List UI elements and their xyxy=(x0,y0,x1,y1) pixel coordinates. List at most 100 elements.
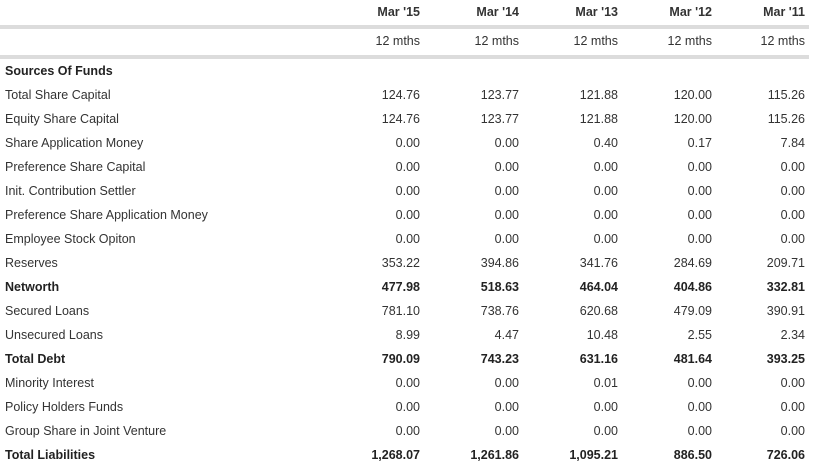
row-value-2: 341.76 xyxy=(579,256,618,270)
row-value-3: 886.50 xyxy=(673,448,712,462)
row-value-0: 0.00 xyxy=(395,376,420,390)
row-value-0: 781.10 xyxy=(381,304,420,318)
row-value-1: 738.76 xyxy=(480,304,519,318)
row-label: Total Debt xyxy=(5,352,66,366)
table-row: Share Application Money 0.00 0.00 0.40 0.17 7… xyxy=(0,131,815,155)
row-value-3: 0.00 xyxy=(687,160,712,174)
table-row: Group Share in Joint Venture 0.00 0.00 0.00… xyxy=(0,419,815,443)
row-value-3: 479.09 xyxy=(673,304,712,318)
row-label: Total Liabilities xyxy=(5,448,96,462)
row-value-4: 0.00 xyxy=(780,376,805,390)
column-header-4: Mar '11 xyxy=(763,5,805,19)
row-value-3: 120.00 xyxy=(673,88,712,102)
row-label: Init. Contribution Settler xyxy=(5,184,136,198)
row-value-4: 393.25 xyxy=(766,352,805,366)
row-value-2: 631.16 xyxy=(579,352,618,366)
row-label: Preference Share Capital xyxy=(5,160,146,174)
table-row: Equity Share Capital 124.76 123.77 121.88 12… xyxy=(0,107,815,131)
row-value-4: 115.26 xyxy=(767,88,805,102)
row-value-0: 0.00 xyxy=(395,136,420,150)
row-value-2: 121.88 xyxy=(579,88,618,102)
row-value-2: 464.04 xyxy=(579,280,618,294)
row-value-3: 0.00 xyxy=(687,400,712,414)
period-label-3: 12 mths xyxy=(667,34,712,48)
row-value-0: 124.76 xyxy=(381,112,420,126)
row-value-1: 0.00 xyxy=(494,400,519,414)
table-row: Minority Interest 0.00 0.00 0.01 0.00 0.00 xyxy=(0,371,815,395)
row-value-2: 121.88 xyxy=(579,112,618,126)
row-value-3: 120.00 xyxy=(673,112,712,126)
row-value-0: 0.00 xyxy=(395,184,420,198)
row-value-3: 0.17 xyxy=(687,136,712,150)
row-value-3: 404.86 xyxy=(673,280,712,294)
row-label: Policy Holders Funds xyxy=(5,400,124,414)
row-label: Equity Share Capital xyxy=(5,112,119,126)
row-value-3: 0.00 xyxy=(687,376,712,390)
row-value-1: 0.00 xyxy=(494,424,519,438)
row-value-4: 726.06 xyxy=(766,448,805,462)
table-row: Init. Contribution Settler 0.00 0.00 0.00 0.… xyxy=(0,179,815,203)
row-label: Total Share Capital xyxy=(5,88,111,102)
row-value-0: 8.99 xyxy=(395,328,420,342)
table-row: Policy Holders Funds 0.00 0.00 0.00 0.00 0.00 xyxy=(0,395,815,419)
row-label: Preference Share Application Money xyxy=(5,208,208,222)
row-value-1: 123.77 xyxy=(480,88,519,102)
row-value-1: 0.00 xyxy=(494,208,519,222)
row-value-3: 0.00 xyxy=(687,208,712,222)
row-value-0: 124.76 xyxy=(381,88,420,102)
row-value-1: 394.86 xyxy=(480,256,519,270)
row-value-0: 0.00 xyxy=(395,400,420,414)
row-value-4: 0.00 xyxy=(780,424,805,438)
row-value-1: 1,261.86 xyxy=(470,448,519,462)
column-header-2: Mar '13 xyxy=(575,5,618,19)
column-header-1: Mar '14 xyxy=(476,5,519,19)
table-row: Total Share Capital 124.76 123.77 121.88 120… xyxy=(0,83,815,107)
row-value-2: 620.68 xyxy=(579,304,618,318)
row-value-1: 0.00 xyxy=(494,184,519,198)
row-value-1: 0.00 xyxy=(494,136,519,150)
row-value-3: 2.55 xyxy=(687,328,712,342)
row-value-4: 0.00 xyxy=(780,184,805,198)
row-label: Share Application Money xyxy=(5,136,144,150)
row-value-4: 0.00 xyxy=(780,208,805,222)
row-value-2: 0.00 xyxy=(593,160,618,174)
table-row: Total Liabilities 1,268.07 1,261.86 1,095.2… xyxy=(0,443,815,467)
row-value-3: 0.00 xyxy=(687,424,712,438)
period-separator xyxy=(0,55,809,59)
row-value-2: 0.01 xyxy=(593,376,618,390)
period-row: 12 mths 12 mths 12 mths 12 mths 12 mths xyxy=(0,29,815,53)
row-value-2: 0.40 xyxy=(593,136,618,150)
row-value-0: 353.22 xyxy=(381,256,420,270)
table-row: Unsecured Loans 8.99 4.47 10.48 2.55 2.34 xyxy=(0,323,815,347)
row-value-1: 743.23 xyxy=(480,352,519,366)
table-row: Employee Stock Opiton 0.00 0.00 0.00 0.00 0.0… xyxy=(0,227,815,251)
row-value-4: 0.00 xyxy=(780,232,805,246)
row-value-0: 0.00 xyxy=(395,424,420,438)
row-value-3: 481.64 xyxy=(673,352,712,366)
row-value-1: 4.47 xyxy=(494,328,519,342)
row-value-4: 115.26 xyxy=(767,112,805,126)
row-value-0: 790.09 xyxy=(381,352,420,366)
row-value-4: 209.71 xyxy=(766,256,805,270)
row-value-3: 0.00 xyxy=(687,184,712,198)
row-value-4: 390.91 xyxy=(766,304,805,318)
row-value-4: 7.84 xyxy=(780,136,805,150)
row-value-2: 0.00 xyxy=(593,400,618,414)
row-value-3: 0.00 xyxy=(687,232,712,246)
table-row: Preference Share Application Money 0.00 0.… xyxy=(0,203,815,227)
row-value-1: 0.00 xyxy=(494,160,519,174)
row-label: Secured Loans xyxy=(5,304,90,318)
row-value-1: 0.00 xyxy=(494,232,519,246)
row-value-1: 123.77 xyxy=(480,112,519,126)
period-label-1: 12 mths xyxy=(474,34,519,48)
row-value-0: 1,268.07 xyxy=(371,448,420,462)
table-row: Preference Share Capital 0.00 0.00 0.00 0.00… xyxy=(0,155,815,179)
row-value-4: 2.34 xyxy=(780,328,805,342)
row-value-0: 0.00 xyxy=(395,232,420,246)
period-label-0: 12 mths xyxy=(375,34,420,48)
row-value-0: 0.00 xyxy=(395,160,420,174)
row-value-0: 477.98 xyxy=(381,280,420,294)
row-value-0: 0.00 xyxy=(395,208,420,222)
section-title-row: Sources Of Funds xyxy=(0,59,815,83)
